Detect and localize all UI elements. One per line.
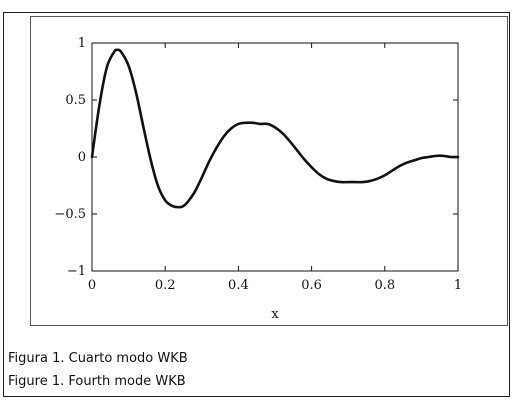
caption-spanish: Figura 1. Cuarto modo WKB (8, 351, 188, 366)
caption-english: Figure 1. Fourth mode WKB (8, 374, 186, 389)
y-tick-label: −0.5 (54, 207, 86, 222)
x-tick-label: 1 (454, 278, 462, 293)
x-tick-label: 0.8 (374, 278, 395, 293)
x-tick-label: 0.2 (155, 278, 176, 293)
x-tick-label: 0 (88, 278, 96, 293)
y-tick-label: 0.5 (65, 93, 86, 108)
plot-region-border (30, 16, 508, 326)
figure-frame (3, 12, 510, 397)
y-tick-label: −1 (67, 264, 86, 279)
series-line (90, 48, 460, 209)
x-axis-label: x (271, 307, 279, 322)
y-tick-label: 1 (78, 36, 86, 51)
y-tick-label: 0 (78, 150, 86, 165)
tick-layer: 0 0.2 0.4 0.6 0.8 1 1 0.5 0 −0.5 −1 (54, 36, 462, 293)
x-tick-label: 0.6 (301, 278, 322, 293)
x-tick-label: 0.4 (228, 278, 249, 293)
plot-area (91, 42, 459, 272)
